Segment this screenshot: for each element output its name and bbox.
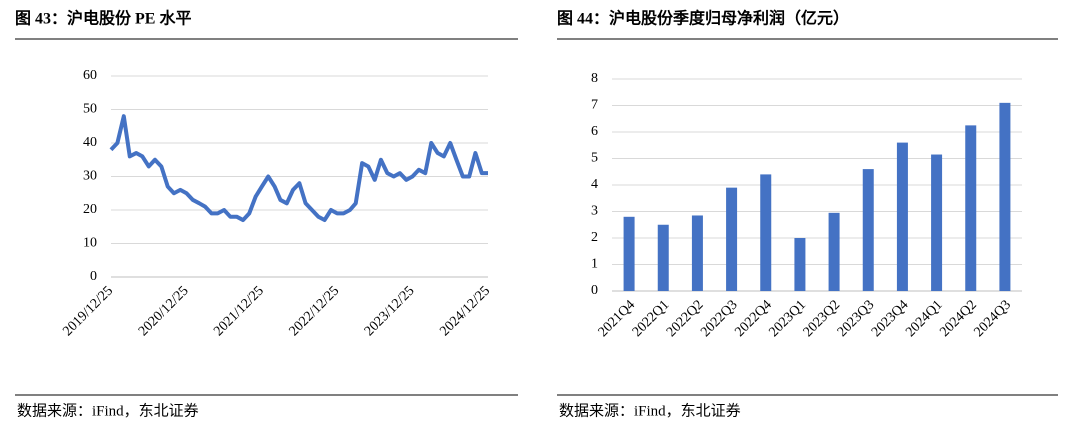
y-tick-label: 0 bbox=[591, 283, 598, 298]
y-tick-label: 60 bbox=[83, 68, 97, 83]
x-tick-label: 2022Q4 bbox=[732, 297, 775, 340]
y-tick-label: 2 bbox=[591, 230, 598, 245]
y-tick-label: 4 bbox=[591, 177, 598, 192]
source: 数据来源：iFind，东北证券 bbox=[559, 402, 741, 419]
bar bbox=[931, 154, 943, 291]
x-tick-label: 2024Q1 bbox=[903, 297, 946, 340]
pe-line bbox=[109, 114, 488, 223]
y-tick-label: 20 bbox=[83, 202, 97, 217]
y-tick-label: 1 bbox=[591, 257, 598, 272]
x-tick-label: 2022/12/25 bbox=[287, 283, 343, 339]
y-tick-label: 5 bbox=[591, 151, 598, 166]
y-tick-label: 10 bbox=[83, 236, 97, 251]
x-tick-label: 2024Q2 bbox=[937, 297, 980, 340]
bar bbox=[794, 238, 806, 291]
x-tick-label: 2023Q1 bbox=[767, 297, 810, 340]
bar bbox=[760, 174, 772, 291]
y-tick-label: 7 bbox=[591, 98, 598, 113]
y-tick-label: 8 bbox=[591, 71, 598, 86]
x-tick-label: 2022Q1 bbox=[630, 297, 673, 340]
x-tick-label: 2024/12/25 bbox=[437, 283, 493, 339]
chart-title: 图 44：沪电股份季度归母净利润（亿元） bbox=[557, 9, 849, 28]
x-tick-label: 2021/12/25 bbox=[211, 283, 267, 339]
y-tick-label: 30 bbox=[83, 169, 97, 184]
bar bbox=[726, 187, 738, 291]
x-tick-label: 2024Q3 bbox=[972, 297, 1015, 340]
y-tick-label: 50 bbox=[83, 102, 97, 117]
bar bbox=[657, 224, 669, 291]
bar bbox=[691, 215, 703, 291]
x-tick-label: 2021Q4 bbox=[596, 297, 639, 340]
x-tick-label: 2022Q2 bbox=[664, 297, 707, 340]
x-tick-label: 2019/12/25 bbox=[60, 283, 116, 339]
x-tick-label: 2020/12/25 bbox=[136, 283, 192, 339]
bar bbox=[862, 169, 874, 291]
x-tick-label: 2023Q3 bbox=[835, 297, 878, 340]
bar bbox=[623, 216, 635, 291]
y-tick-label: 0 bbox=[90, 269, 97, 284]
bar bbox=[896, 142, 908, 291]
x-tick-label: 2023/12/25 bbox=[362, 283, 418, 339]
bar bbox=[828, 212, 840, 291]
chart-title: 图 43：沪电股份 PE 水平 bbox=[15, 9, 191, 28]
x-tick-label: 2023Q2 bbox=[801, 297, 844, 340]
x-tick-label: 2022Q3 bbox=[698, 297, 741, 340]
y-tick-label: 40 bbox=[83, 135, 97, 150]
y-tick-label: 3 bbox=[591, 204, 598, 219]
y-tick-label: 6 bbox=[591, 124, 598, 139]
x-tick-label: 2023Q4 bbox=[869, 297, 912, 340]
bar bbox=[999, 102, 1011, 291]
source: 数据来源：iFind，东北证券 bbox=[17, 402, 199, 419]
bar bbox=[965, 125, 977, 291]
